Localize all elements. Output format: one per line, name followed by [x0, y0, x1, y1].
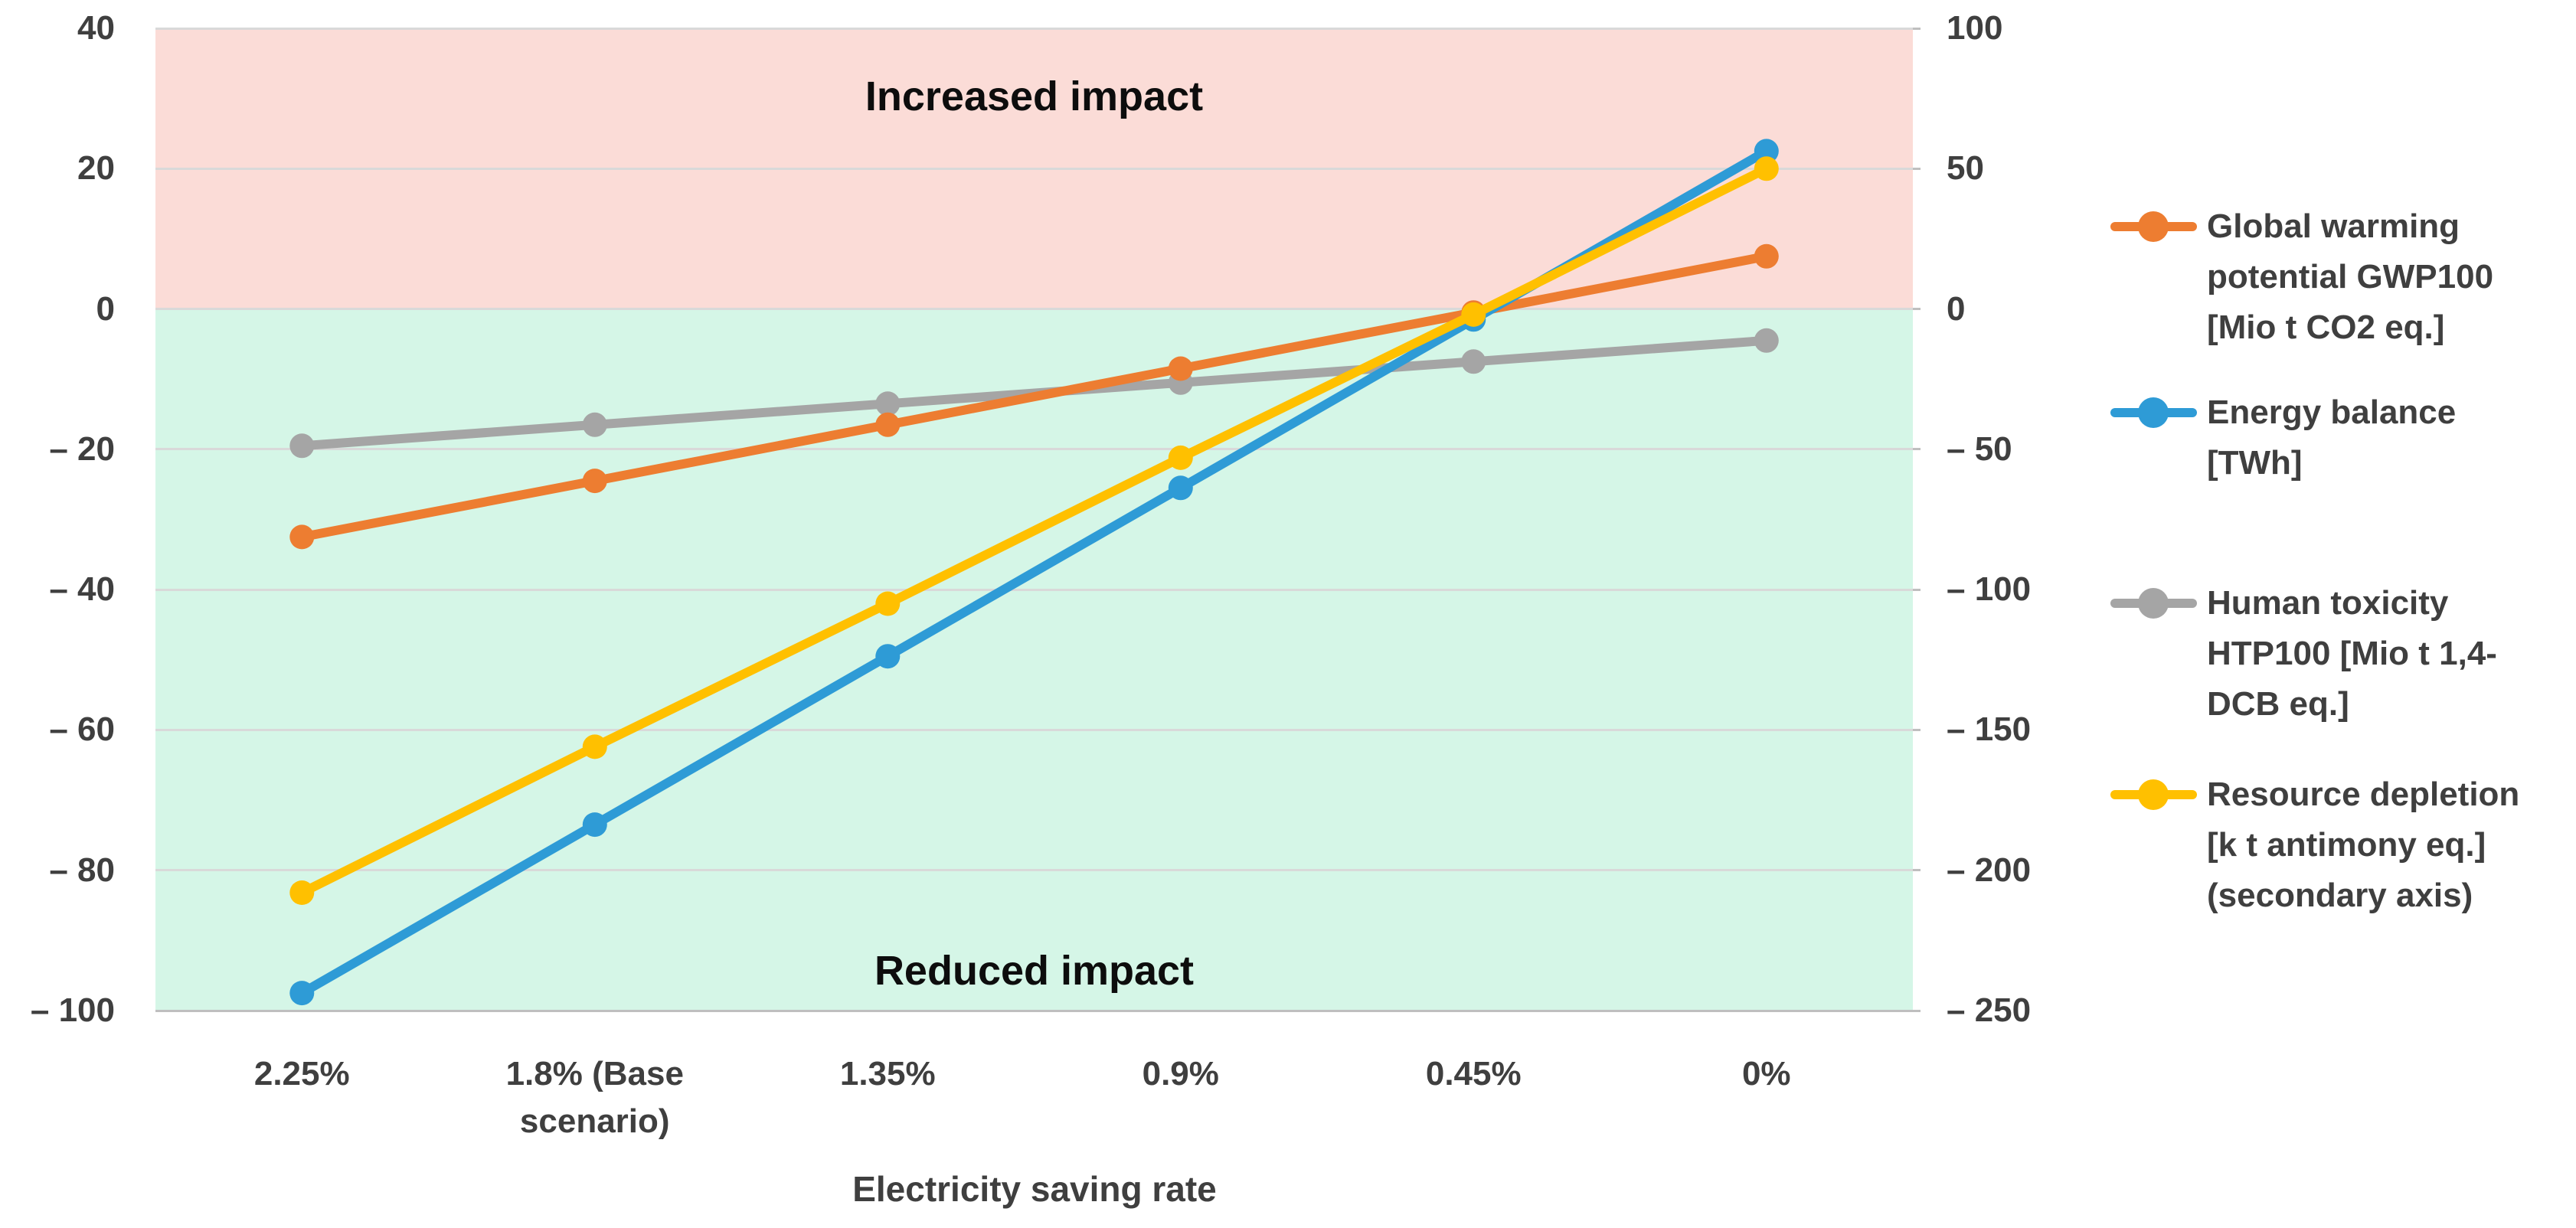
- legend-swatch-dot: [2138, 397, 2169, 428]
- x-axis-tick-label: 1.8% (Base scenario): [505, 1055, 684, 1140]
- legend-item-label: Global warming potential GWP100 [Mio t CO2…: [2207, 207, 2494, 346]
- x-axis-title: Electricity saving rate: [852, 1169, 1217, 1209]
- y-axis-left-tick-label: – 60: [49, 710, 115, 749]
- legend-item-label: Human toxicity HTP100 [Mio t 1,4- DCB eq.]: [2207, 584, 2497, 723]
- y-axis-left-tick-label: 20: [77, 149, 115, 188]
- data-point-marker: [875, 644, 901, 669]
- y-axis-right-tick-label: 0: [1947, 289, 1966, 328]
- y-axis-left-tick-label: – 80: [49, 851, 115, 889]
- data-point-marker: [289, 524, 315, 550]
- y-axis-right-tick-label: – 50: [1947, 429, 2012, 468]
- data-point-marker: [582, 734, 607, 759]
- reduced-impact-annotation: Reduced impact: [874, 948, 1195, 994]
- data-point-marker: [1461, 349, 1486, 374]
- right-axis-tick: [1913, 308, 1921, 311]
- data-point-marker: [875, 412, 901, 437]
- legend-item-label: Energy balance [TWh]: [2207, 394, 2457, 482]
- y-axis-left-tick-label: 0: [96, 289, 115, 328]
- data-point-marker: [582, 469, 607, 494]
- series-global-warming-potential-gwp10: [289, 243, 1779, 550]
- y-axis-right-tick-label: – 200: [1947, 851, 2032, 889]
- legend-swatch-dot: [2138, 588, 2169, 619]
- data-point-marker: [289, 880, 315, 905]
- legend-item-human-toxicity-htp100-mio-t-1-: Human toxicity HTP100 [Mio t 1,4- DCB eq.]: [2106, 578, 2497, 730]
- legend-item-global-warming-potential-gwp10: Global warming potential GWP100 [Mio t CO2…: [2106, 201, 2493, 353]
- data-point-marker: [1168, 356, 1193, 381]
- legend-swatch-dot: [2138, 779, 2169, 810]
- gridline: [155, 588, 1913, 591]
- plot-area: Increased impact Reduced impact: [155, 27, 1921, 1012]
- data-point-marker: [582, 412, 607, 437]
- x-axis-line: [155, 1010, 1921, 1012]
- y-axis-left-tick-label: – 100: [30, 991, 115, 1029]
- right-axis-tick: [1913, 448, 1921, 451]
- legend-swatch-dot: [2138, 211, 2169, 242]
- data-point-marker: [1168, 475, 1193, 501]
- reduced-impact-region: [155, 309, 1913, 1011]
- x-axis-tick-label: 0.9%: [1142, 1055, 1219, 1092]
- series-plot: [289, 139, 1779, 1006]
- y-axis-right-tick-label: – 100: [1947, 570, 2032, 609]
- y-axis-left-tick-label: 40: [77, 9, 115, 47]
- gridline: [155, 308, 1913, 311]
- x-axis-tick-label: 0.45%: [1425, 1055, 1522, 1092]
- x-axis-tick-label: 0%: [1741, 1055, 1791, 1092]
- x-axis-tick-label: 1.35%: [839, 1055, 936, 1092]
- data-point-marker: [1754, 139, 1779, 164]
- data-point-marker: [875, 391, 901, 416]
- right-axis-tick: [1913, 167, 1921, 170]
- data-point-marker: [289, 433, 315, 459]
- data-point-marker: [1754, 156, 1779, 181]
- series-line: [299, 164, 1769, 897]
- y-axis-right-tick-label: 50: [1947, 149, 1984, 188]
- legend-item-label: Resource depletion [k t antimony eq.] (sec…: [2207, 776, 2520, 914]
- data-point-marker: [875, 591, 901, 616]
- increased-impact-annotation: Increased impact: [865, 73, 1204, 119]
- y-axis-right-tick-label: 100: [1947, 9, 2003, 47]
- data-point-marker: [1168, 445, 1193, 470]
- y-axis-right-tick-label: – 250: [1947, 991, 2032, 1029]
- data-point-marker: [289, 981, 315, 1006]
- x-axis-tick-label: 2.25%: [253, 1055, 350, 1092]
- gridline: [155, 869, 1913, 872]
- y-axis-left-tick-label: – 40: [49, 570, 115, 609]
- data-point-marker: [582, 812, 607, 838]
- gridline: [155, 27, 1913, 30]
- gridline: [155, 448, 1913, 451]
- right-axis-tick: [1913, 728, 1921, 731]
- right-axis-tick: [1913, 869, 1921, 872]
- series-resource-depletion-k-t-antimon: [289, 156, 1779, 905]
- right-axis-tick: [1913, 588, 1921, 591]
- gridline: [155, 167, 1913, 170]
- data-point-marker: [1754, 243, 1779, 269]
- data-point-marker: [1754, 328, 1779, 353]
- data-point-marker: [1461, 302, 1486, 327]
- series-line: [301, 251, 1767, 542]
- legend-item-energy-balance-twh: Energy balance [TWh]: [2106, 387, 2456, 488]
- y-axis-right-tick-label: – 150: [1947, 710, 2032, 749]
- y-axis-left-tick-label: – 20: [49, 429, 115, 468]
- legend-item-resource-depletion-k-t-antimon: Resource depletion [k t antimony eq.] (sec…: [2106, 769, 2519, 921]
- right-axis-tick: [1913, 27, 1921, 30]
- gridline: [155, 728, 1913, 731]
